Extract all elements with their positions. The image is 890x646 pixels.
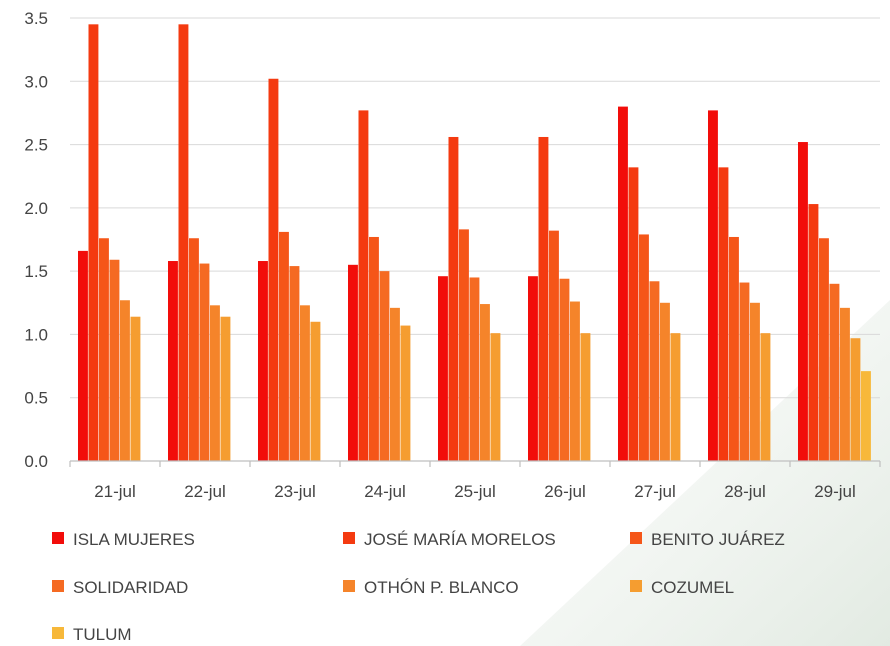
bar <box>400 325 411 461</box>
y-axis-tick-labels: 0.0 0.5 1.0 1.5 2.0 2.5 3.0 3.5 <box>24 9 48 471</box>
y-tick-label: 1.0 <box>24 325 48 344</box>
bar <box>760 333 771 461</box>
x-tick-label: 26-jul <box>544 482 586 501</box>
legend-swatch <box>52 627 64 639</box>
bar <box>559 278 570 461</box>
legend-swatch <box>630 580 642 592</box>
y-tick-label: 2.0 <box>24 199 48 218</box>
legend-label: COZUMEL <box>651 578 734 597</box>
legend: ISLA MUJERES JOSÉ MARÍA MORELOS BENITO JUÁ… <box>52 530 785 644</box>
bar <box>448 136 459 461</box>
y-tick-label: 1.5 <box>24 262 48 281</box>
y-tick-label: 0.0 <box>24 452 48 471</box>
bar <box>580 333 591 461</box>
legend-label: JOSÉ MARÍA MORELOS <box>364 530 556 549</box>
bar <box>718 167 729 461</box>
bar <box>840 307 850 461</box>
bar <box>729 236 739 461</box>
bar <box>130 316 141 461</box>
bar <box>829 283 840 461</box>
y-tick-label: 3.0 <box>24 72 48 91</box>
bar <box>618 106 628 461</box>
bar <box>88 24 99 461</box>
x-tick-label: 29-jul <box>814 482 856 501</box>
x-tick-label: 25-jul <box>454 482 496 501</box>
bar <box>279 231 289 461</box>
bar <box>289 266 300 461</box>
bar <box>459 229 469 461</box>
x-axis-tick-labels: 21-jul 22-jul 23-jul 24-jul 25-jul 26-jul 27-j… <box>94 482 856 501</box>
bar <box>168 261 178 461</box>
bar <box>570 301 580 461</box>
y-tick-label: 2.5 <box>24 136 48 155</box>
legend-swatch <box>52 580 64 592</box>
y-tick-label: 0.5 <box>24 389 48 408</box>
bar <box>178 24 189 461</box>
y-tick-label: 3.5 <box>24 9 48 28</box>
bar <box>708 110 718 461</box>
bar <box>670 333 681 461</box>
bar <box>78 250 88 461</box>
x-tick-label: 24-jul <box>364 482 406 501</box>
bar <box>310 321 321 461</box>
bar <box>220 316 231 461</box>
bar <box>739 282 750 461</box>
bar <box>210 305 220 461</box>
x-tick-label: 27-jul <box>634 482 676 501</box>
bar <box>628 167 639 461</box>
bar <box>750 302 760 461</box>
legend-label: ISLA MUJERES <box>73 530 195 549</box>
bar <box>189 238 199 461</box>
bar <box>850 338 861 461</box>
bar <box>480 304 490 461</box>
bar <box>490 333 501 461</box>
legend-label: BENITO JUÁREZ <box>651 530 785 549</box>
bar <box>358 110 369 461</box>
bar <box>438 276 448 461</box>
bar <box>199 263 210 461</box>
bar <box>300 305 310 461</box>
bar <box>819 238 829 461</box>
x-tick-label: 21-jul <box>94 482 136 501</box>
legend-swatch <box>343 580 355 592</box>
background-decoration <box>520 300 890 646</box>
bar <box>528 276 538 461</box>
bar <box>538 136 549 461</box>
x-tick-label: 22-jul <box>184 482 226 501</box>
x-axis <box>69 460 881 467</box>
bar <box>861 371 871 461</box>
bar <box>268 78 279 462</box>
bar <box>649 281 660 461</box>
bar <box>99 238 109 461</box>
bar <box>549 230 559 461</box>
legend-label: OTHÓN P. BLANCO <box>364 578 519 597</box>
bar <box>798 142 808 462</box>
bar <box>808 204 819 461</box>
bar <box>348 264 358 461</box>
bar <box>369 236 379 461</box>
bar <box>109 259 120 461</box>
x-tick-label: 28-jul <box>724 482 766 501</box>
bar <box>258 261 268 461</box>
bar <box>660 302 670 461</box>
legend-swatch <box>630 532 642 544</box>
legend-swatch <box>343 532 355 544</box>
bars <box>78 24 871 462</box>
legend-label: SOLIDARIDAD <box>73 578 188 597</box>
bar <box>120 300 130 461</box>
legend-label: TULUM <box>73 625 132 644</box>
bar <box>639 234 649 461</box>
legend-swatch <box>52 532 64 544</box>
bar <box>390 307 400 461</box>
bar <box>469 277 480 461</box>
bar <box>379 271 390 461</box>
x-tick-label: 23-jul <box>274 482 316 501</box>
